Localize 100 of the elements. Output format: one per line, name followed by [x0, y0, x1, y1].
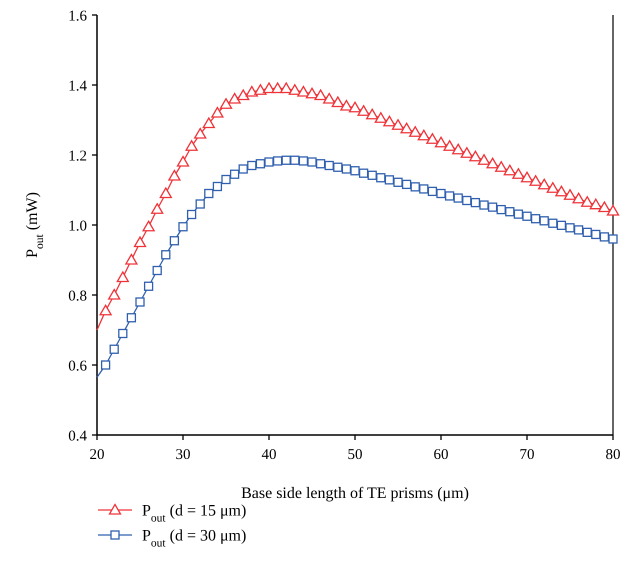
point	[574, 225, 584, 235]
point	[230, 170, 240, 179]
point	[514, 210, 524, 219]
point	[160, 187, 172, 198]
point	[418, 130, 430, 140]
point	[358, 168, 368, 178]
point	[246, 86, 258, 97]
point	[383, 116, 396, 126]
point	[565, 223, 575, 232]
point	[600, 232, 610, 242]
point	[488, 202, 498, 212]
point	[324, 160, 334, 170]
point	[220, 98, 232, 109]
point	[538, 178, 550, 190]
point	[316, 159, 326, 168]
point	[393, 178, 403, 187]
point	[529, 175, 542, 186]
point	[520, 172, 534, 182]
point	[505, 207, 514, 216]
point	[454, 193, 463, 203]
y-tick-label: 1.6	[68, 8, 88, 24]
point	[204, 188, 214, 198]
point	[110, 344, 119, 354]
point	[247, 160, 256, 170]
point	[374, 112, 387, 123]
point	[290, 156, 300, 165]
y-tick-label: 1.4	[68, 78, 88, 94]
point	[264, 157, 274, 167]
point	[572, 192, 585, 204]
point	[357, 105, 370, 116]
point	[211, 106, 224, 118]
point	[144, 282, 154, 291]
point	[409, 126, 422, 137]
point	[170, 236, 180, 246]
point	[486, 158, 499, 168]
point	[297, 86, 310, 97]
point	[272, 156, 282, 166]
point	[288, 84, 301, 95]
point	[582, 228, 592, 237]
point	[340, 100, 353, 111]
point	[100, 360, 110, 370]
point	[202, 117, 215, 128]
point	[134, 236, 146, 248]
point	[350, 166, 360, 176]
point	[314, 89, 327, 100]
point	[126, 313, 136, 322]
y-tick-label: 0.6	[68, 358, 88, 374]
point	[598, 201, 611, 212]
point	[556, 220, 566, 230]
point	[436, 188, 446, 198]
point	[495, 161, 508, 172]
point	[590, 198, 602, 210]
point	[282, 156, 291, 165]
point	[280, 82, 292, 94]
point	[469, 150, 482, 162]
point	[125, 254, 138, 265]
point	[564, 189, 576, 200]
point	[118, 328, 128, 338]
point	[368, 170, 377, 180]
point	[186, 210, 196, 220]
point	[402, 180, 412, 190]
point	[591, 230, 600, 240]
point	[254, 84, 267, 95]
x-tick-label: 50	[348, 447, 362, 463]
point	[238, 164, 248, 174]
point	[168, 170, 181, 181]
point	[142, 220, 155, 232]
point	[108, 288, 120, 300]
point	[332, 96, 344, 108]
point	[444, 191, 454, 201]
point	[400, 122, 413, 134]
point	[478, 154, 490, 165]
point	[178, 222, 188, 232]
point	[419, 184, 428, 194]
y-tick-label: 1.2	[68, 148, 87, 164]
point	[512, 168, 525, 179]
point	[606, 204, 620, 216]
point	[496, 204, 506, 214]
point	[434, 136, 448, 148]
point	[452, 144, 464, 154]
x-tick-label: 20	[90, 447, 104, 463]
point	[212, 182, 222, 192]
point	[443, 140, 456, 151]
point	[522, 212, 532, 221]
point	[530, 214, 540, 224]
point	[176, 156, 190, 167]
point	[151, 203, 164, 214]
y-tick-label: 0.8	[68, 288, 87, 304]
point	[410, 182, 420, 192]
point	[555, 186, 568, 196]
legend-label: P$_{out}$ (d = 15 μm)	[142, 502, 246, 525]
point	[237, 89, 250, 100]
point	[384, 175, 394, 184]
point	[581, 196, 594, 207]
point	[348, 102, 362, 112]
point	[426, 133, 439, 144]
point	[185, 140, 198, 151]
point	[99, 304, 112, 316]
point	[428, 186, 438, 196]
point	[608, 234, 618, 244]
